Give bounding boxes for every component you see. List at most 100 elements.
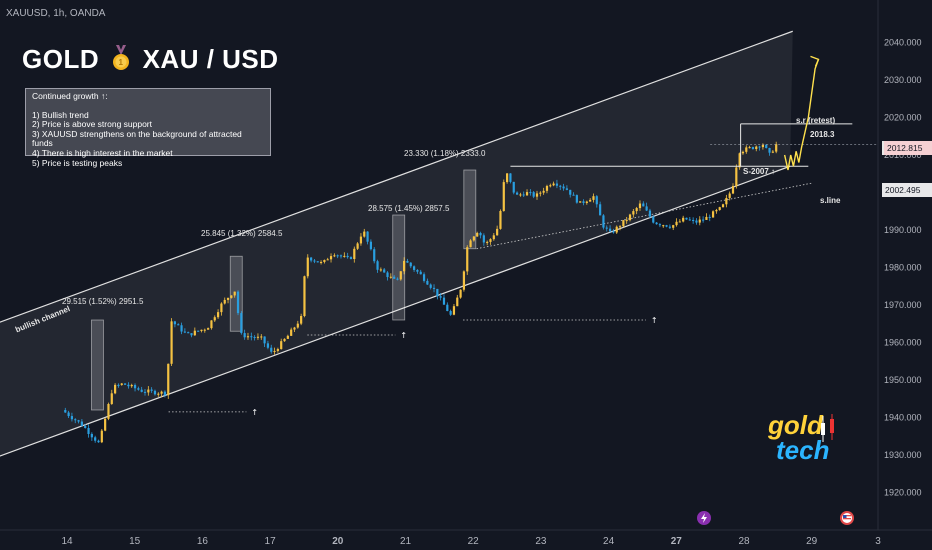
candle — [243, 333, 246, 338]
candle — [250, 336, 253, 338]
candle — [90, 433, 93, 438]
y-tick-label: 2020.000 — [884, 113, 922, 123]
projection-path — [783, 59, 820, 171]
x-tick-label: 3 — [875, 536, 881, 547]
move-label-2: 25.845 (1.32%) 2584.5 — [201, 229, 283, 238]
candle — [665, 225, 668, 227]
candle — [336, 255, 339, 257]
lightning-event-icon[interactable] — [697, 511, 711, 525]
target-arrow-icon: ↑ — [400, 331, 407, 340]
headline: GOLD 1 XAU / USD — [22, 44, 279, 78]
candle — [748, 147, 751, 149]
candle — [263, 336, 266, 344]
channel-lower-line — [0, 165, 791, 457]
candle — [655, 222, 658, 225]
candle — [216, 312, 220, 318]
candle — [240, 313, 243, 334]
y-tick-label: 2040.000 — [884, 38, 922, 48]
candle — [290, 329, 293, 336]
candle — [187, 332, 190, 334]
candle — [429, 284, 432, 288]
medal-icon: 1 — [111, 44, 131, 78]
candle — [672, 225, 675, 228]
channel-upper-line — [0, 30, 793, 323]
candle — [735, 167, 738, 187]
candle — [236, 291, 240, 314]
candle — [628, 214, 632, 221]
candle — [452, 306, 456, 315]
candle — [542, 190, 545, 193]
candle — [632, 211, 635, 215]
us-flag-event-icon[interactable] — [840, 511, 854, 525]
candle — [213, 317, 216, 321]
candle — [153, 390, 157, 395]
candle — [303, 276, 306, 317]
candle — [70, 416, 74, 420]
candle — [765, 144, 768, 149]
candle — [625, 220, 628, 222]
candle — [306, 257, 309, 277]
y-tick-label: 1990.000 — [884, 225, 922, 235]
candle — [721, 204, 725, 208]
candle — [615, 226, 618, 233]
candle — [339, 255, 343, 257]
candle — [618, 226, 622, 228]
candle — [329, 256, 333, 260]
move-label-4: 23.330 (1.18%) 2333.0 — [404, 149, 486, 158]
candle — [705, 216, 708, 220]
candle — [349, 257, 353, 260]
candle — [562, 186, 565, 189]
channel-fill — [0, 31, 793, 457]
projection-arrow-icon — [810, 55, 820, 67]
candle — [522, 194, 525, 196]
candle — [489, 239, 492, 242]
candle — [147, 389, 150, 393]
x-tick-label: 24 — [603, 536, 615, 547]
sline-label: s.line — [820, 196, 841, 205]
x-tick-label: 16 — [197, 536, 209, 547]
candle — [100, 430, 103, 443]
x-tick-label: 20 — [332, 536, 344, 547]
candle — [396, 278, 399, 280]
candle — [180, 325, 183, 332]
candle — [529, 192, 532, 194]
candle — [323, 259, 326, 262]
candle — [718, 207, 721, 210]
candle — [296, 323, 299, 328]
candle — [688, 219, 691, 221]
candle — [286, 335, 289, 339]
candle — [482, 235, 485, 243]
candle — [87, 427, 90, 434]
candle — [492, 235, 495, 240]
move-label-3: 28.575 (1.45%) 2857.5 — [368, 204, 450, 213]
candle — [605, 227, 608, 229]
candle — [426, 280, 429, 285]
x-tick-label: 29 — [806, 536, 818, 547]
impulse-box — [463, 169, 477, 250]
candle — [608, 228, 612, 232]
candle — [678, 221, 681, 223]
info-item: 2) Price is above strong support — [32, 119, 153, 130]
candle — [645, 206, 648, 211]
candle — [160, 391, 163, 394]
candle — [74, 419, 77, 421]
candle — [319, 261, 323, 263]
info-item: 5) Price is testing peaks — [32, 157, 123, 168]
x-tick-label: 27 — [671, 536, 683, 547]
candle — [642, 203, 645, 207]
candle — [64, 410, 67, 413]
sr-label: s.r (retest) — [796, 116, 836, 125]
info-item: 1) Bullish trend — [32, 109, 89, 120]
candle — [476, 232, 479, 237]
candle — [559, 185, 562, 187]
y-tick-label: 2010.000 — [884, 150, 922, 160]
info-box: Continued growth ↑: 1) Bullish trend 2) … — [25, 88, 271, 167]
candle — [675, 221, 678, 226]
candle — [389, 276, 392, 278]
candle — [256, 336, 260, 338]
candle — [393, 276, 396, 279]
candle — [270, 347, 273, 352]
candle — [745, 147, 748, 152]
